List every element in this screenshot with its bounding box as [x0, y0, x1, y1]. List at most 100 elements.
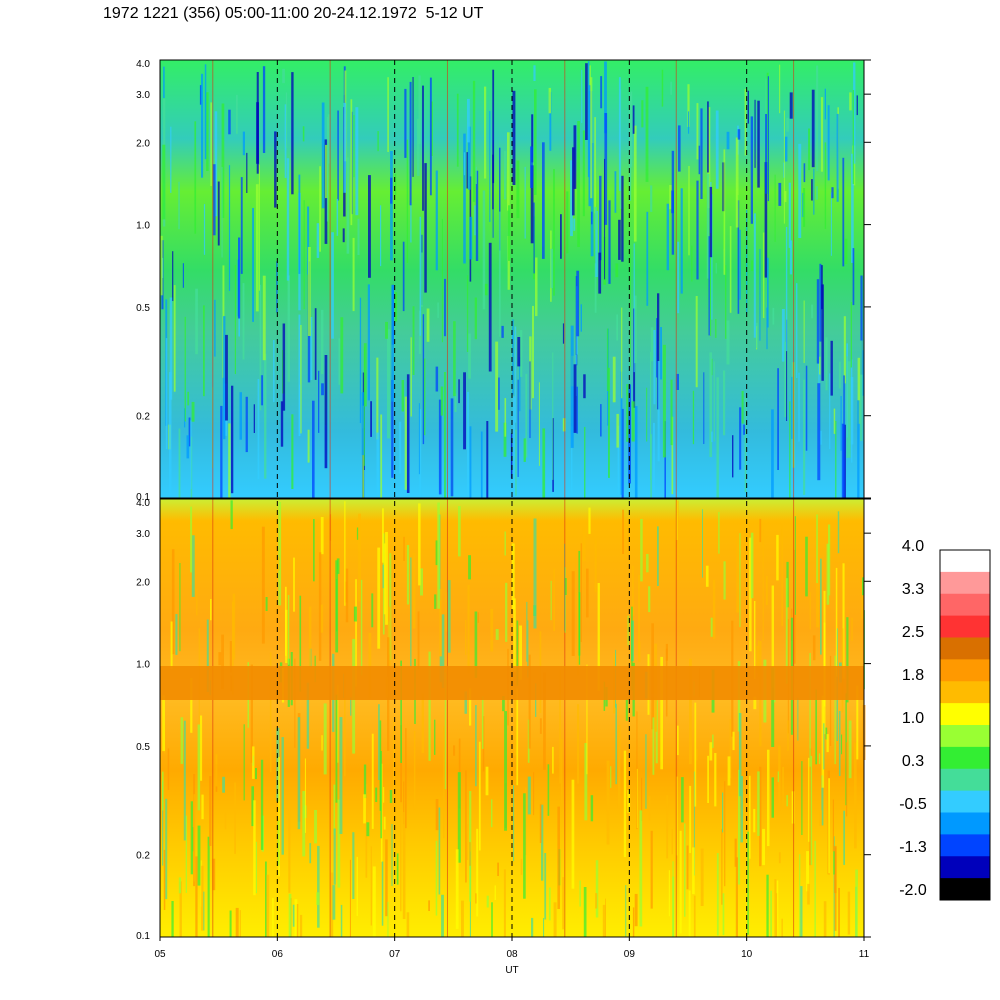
upper-streak — [857, 357, 861, 424]
lower-streak — [602, 904, 606, 937]
lower-streak — [794, 516, 796, 615]
lower-streak — [201, 794, 204, 820]
lower-streak — [207, 836, 210, 937]
x-tick-label: 11 — [859, 949, 870, 960]
lower-streak — [405, 728, 407, 829]
lower-streak — [767, 749, 770, 847]
upper-streak — [677, 241, 680, 314]
lower-streak — [696, 749, 698, 761]
lower-streak — [722, 893, 725, 935]
upper-streak — [777, 368, 779, 470]
upper-streak — [534, 89, 537, 195]
lower-streak — [722, 792, 724, 833]
colorbar-label: -1.3 — [899, 839, 927, 856]
upper-streak — [525, 373, 528, 458]
upper-streak — [519, 357, 521, 412]
upper-streak — [495, 341, 499, 432]
upper-streak — [504, 398, 507, 437]
upper-streak — [435, 170, 438, 271]
upper-streak — [225, 334, 228, 421]
lower-streak — [776, 534, 779, 581]
upper-streak — [833, 408, 836, 434]
lower-streak — [657, 526, 659, 586]
upper-streak — [732, 435, 734, 478]
upper-streak — [531, 114, 534, 163]
upper-streak — [418, 403, 420, 475]
lower-streak — [464, 691, 467, 714]
lower-streak — [562, 877, 564, 930]
lower-streak — [478, 741, 481, 851]
lower-streak — [583, 887, 587, 937]
upper-streak — [846, 356, 848, 458]
upper-streak — [484, 86, 487, 179]
upper-streak — [318, 370, 320, 433]
lower-streak — [781, 918, 783, 937]
lower-streak — [738, 713, 742, 797]
lower-streak — [400, 660, 402, 763]
upper-streak — [286, 158, 290, 281]
upper-streak — [811, 89, 815, 168]
lower-streak — [851, 617, 853, 641]
lower-streak — [417, 611, 420, 670]
upper-streak — [186, 435, 190, 459]
lower-streak — [255, 768, 257, 780]
upper-streak — [326, 117, 329, 222]
upper-streak — [715, 319, 717, 338]
lower-streak — [365, 783, 368, 878]
upper-streak — [835, 420, 837, 498]
lower-streak — [222, 776, 225, 793]
lower-streak — [491, 799, 493, 828]
upper-streak — [608, 200, 611, 284]
lower-streak — [638, 574, 640, 657]
lower-streak — [514, 657, 517, 756]
upper-streak — [284, 104, 287, 178]
upper-streak — [162, 144, 166, 220]
lower-streak — [406, 912, 410, 937]
upper-streak — [729, 226, 732, 313]
lower-streak — [756, 645, 759, 674]
lower-streak — [805, 536, 808, 597]
upper-streak — [228, 165, 231, 291]
upper-streak — [424, 163, 427, 293]
upper-streak — [650, 185, 653, 212]
lower-streak — [215, 754, 218, 787]
lower-streak — [383, 787, 385, 803]
upper-streak — [850, 302, 852, 368]
upper-streak — [604, 113, 608, 225]
y-axis-ticks: 0.10.20.51.02.03.04.00.10.20.51.02.03.04… — [136, 59, 871, 942]
lower-streak — [595, 860, 599, 918]
lower-streak — [786, 795, 788, 807]
upper-streak — [815, 186, 818, 200]
lower-streak — [363, 794, 366, 824]
upper-streak — [634, 406, 638, 498]
lower-streak — [610, 766, 612, 788]
lower-streak — [770, 890, 772, 937]
upper-streak — [450, 398, 454, 497]
lower-streak — [815, 689, 817, 765]
upper-streak — [331, 232, 334, 339]
upper-streak — [766, 72, 769, 194]
lower-streak — [606, 760, 610, 845]
lower-streak — [265, 597, 268, 611]
lower-streak — [709, 742, 713, 761]
lower-streak — [253, 800, 256, 896]
upper-streak — [785, 226, 788, 352]
upper-streak — [706, 173, 710, 279]
upper-streak — [827, 105, 830, 181]
lower-streak — [825, 727, 828, 740]
upper-streak — [747, 90, 749, 124]
lower-streak — [571, 779, 575, 889]
lower-streak — [368, 632, 372, 699]
upper-streak — [430, 101, 433, 156]
lower-streak — [503, 869, 506, 937]
upper-streak — [524, 166, 526, 239]
upper-streak — [376, 432, 380, 498]
upper-streak — [825, 337, 828, 391]
upper-streak — [646, 387, 648, 442]
upper-streak — [860, 275, 863, 375]
upper-streak — [472, 80, 476, 202]
upper-streak — [444, 278, 446, 337]
colorbar-label: 4.0 — [902, 538, 924, 555]
lower-streak — [396, 853, 399, 885]
upper-streak — [361, 392, 365, 456]
